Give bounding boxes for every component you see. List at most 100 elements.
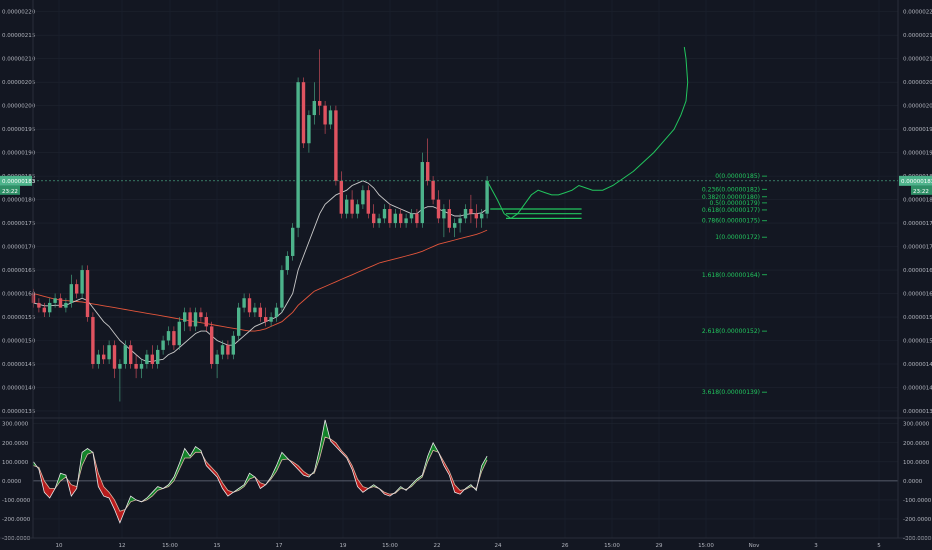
candle-body: [85, 270, 90, 318]
slow-moving-average: [33, 229, 488, 332]
drawing-tools[interactable]: [486, 46, 689, 220]
osc-fill-segment: [319, 419, 326, 458]
price-tick-left: 0.00000220: [2, 10, 36, 16]
osc-tick-right: 200.0000: [903, 441, 930, 447]
candle-body: [58, 298, 63, 308]
price-tick-right: 0.00000220: [903, 10, 932, 16]
projection-path[interactable]: [486, 46, 689, 220]
price-tick-right: 0.00000145: [903, 362, 932, 368]
candle-body: [253, 307, 257, 313]
osc-tick-left: -300.0000: [2, 536, 31, 542]
price-tick-left: 0.00000210: [2, 57, 36, 63]
osc-fill-segment: [303, 471, 309, 478]
candle-body: [312, 100, 316, 116]
osc-fill-segment: [217, 473, 223, 489]
candle-body: [37, 302, 41, 308]
candle-body: [177, 321, 181, 346]
fibonacci-extension[interactable]: 0(0.00000185) 0.236(0.00000182)0.382(0.00…: [702, 173, 767, 396]
candle-body: [269, 317, 273, 322]
candle-body: [453, 223, 457, 228]
candle-body: [318, 100, 322, 106]
price-tick-left: 0.00000150: [2, 339, 36, 345]
osc-fill-segment: [44, 480, 50, 498]
time-tick: 15:00: [604, 543, 620, 549]
candle-body: [172, 331, 176, 346]
candle-body: [426, 162, 430, 181]
time-tick: 15: [214, 543, 221, 549]
candle-body: [118, 363, 122, 369]
price-tick-right: 0.00000135: [903, 409, 932, 415]
candle-body: [145, 354, 149, 364]
osc-fill-segment: [82, 448, 88, 466]
candle-body: [377, 218, 381, 224]
price-tick-right: 0.00000180: [903, 198, 932, 204]
osc-tick-left: 200.0000: [2, 441, 29, 447]
price-tick-left: 0.00000205: [2, 80, 36, 86]
candle-body: [431, 180, 435, 200]
fib-level-label: 0.618(0.00000177): [702, 207, 760, 214]
candle-body: [210, 326, 214, 364]
candle-body: [123, 345, 127, 364]
time-tick: 5: [877, 543, 881, 549]
candle-body: [183, 312, 187, 322]
price-tick-right: 0.00000195: [903, 127, 932, 133]
candle-body: [156, 349, 160, 364]
countdown-right: 23:22: [913, 189, 929, 195]
price-tick-left: 0.00000145: [2, 362, 36, 368]
price-tick-right: 0.00000150: [903, 339, 932, 345]
fib-level-label: 0.382(0.00000180): [702, 194, 760, 201]
candle-body: [463, 209, 468, 219]
price-tick-left: 0.00000160: [2, 292, 36, 298]
candle-body: [404, 218, 408, 224]
candle-body: [382, 209, 387, 219]
candle-body: [42, 307, 46, 313]
price-tick-right: 0.00000210: [903, 57, 932, 63]
osc-fill-segment: [276, 452, 282, 472]
price-tick-left: 0.00000195: [2, 127, 36, 133]
osc-fill-segment: [416, 475, 423, 481]
candle-body: [366, 190, 370, 214]
candle-body: [48, 302, 52, 313]
osc-tick-left: -100.0000: [2, 498, 31, 504]
countdown-badge-left: [0, 185, 20, 195]
candle-body: [399, 213, 403, 224]
fib-level-label: 0(0.00000185): [715, 173, 760, 180]
time-tick: 19: [340, 543, 347, 549]
slow-ma-line: [33, 229, 488, 332]
time-tick: 17: [276, 543, 283, 549]
candle-body: [447, 209, 451, 228]
osc-fill-segment: [443, 461, 450, 476]
candle-body: [372, 213, 376, 224]
candle-body: [134, 363, 138, 369]
candle-body: [69, 284, 73, 303]
osc-tick-right: 300.0000: [903, 422, 930, 428]
candle-body: [226, 345, 230, 355]
fib-level-label: 1(0.00000172): [715, 234, 760, 241]
price-tick-right: 0.00000205: [903, 80, 932, 86]
price-tick-left: 0.00000170: [2, 245, 36, 251]
candle-body: [323, 105, 327, 125]
osc-fill-segment: [103, 486, 110, 498]
candle-body: [220, 345, 225, 355]
candle-body: [388, 209, 392, 224]
current-price-left: 0.00000183: [2, 179, 36, 185]
candle-body: [436, 199, 441, 219]
osc-fill-segment: [298, 465, 304, 476]
candle-body: [139, 363, 144, 369]
fib-level-label: 3.618(0.00000139): [702, 389, 760, 396]
price-tick-left: 0.00000135: [2, 409, 36, 415]
candle-body: [129, 345, 133, 364]
osc-tick-left: 0.0000: [2, 479, 22, 485]
price-tick-right: 0.00000175: [903, 221, 932, 227]
price-tick-right: 0.00000140: [903, 385, 932, 391]
candle-body: [264, 317, 268, 322]
price-tick-right: 0.00000170: [903, 245, 932, 251]
candle-body: [231, 335, 235, 355]
candle-body: [91, 317, 95, 364]
candle-body: [409, 213, 414, 219]
current-price-badge-left: [0, 175, 32, 186]
fib-level-label: 0.786(0.00000175): [702, 218, 760, 225]
candle-body: [247, 298, 252, 313]
price-tick-right: 0.00000215: [903, 33, 932, 39]
